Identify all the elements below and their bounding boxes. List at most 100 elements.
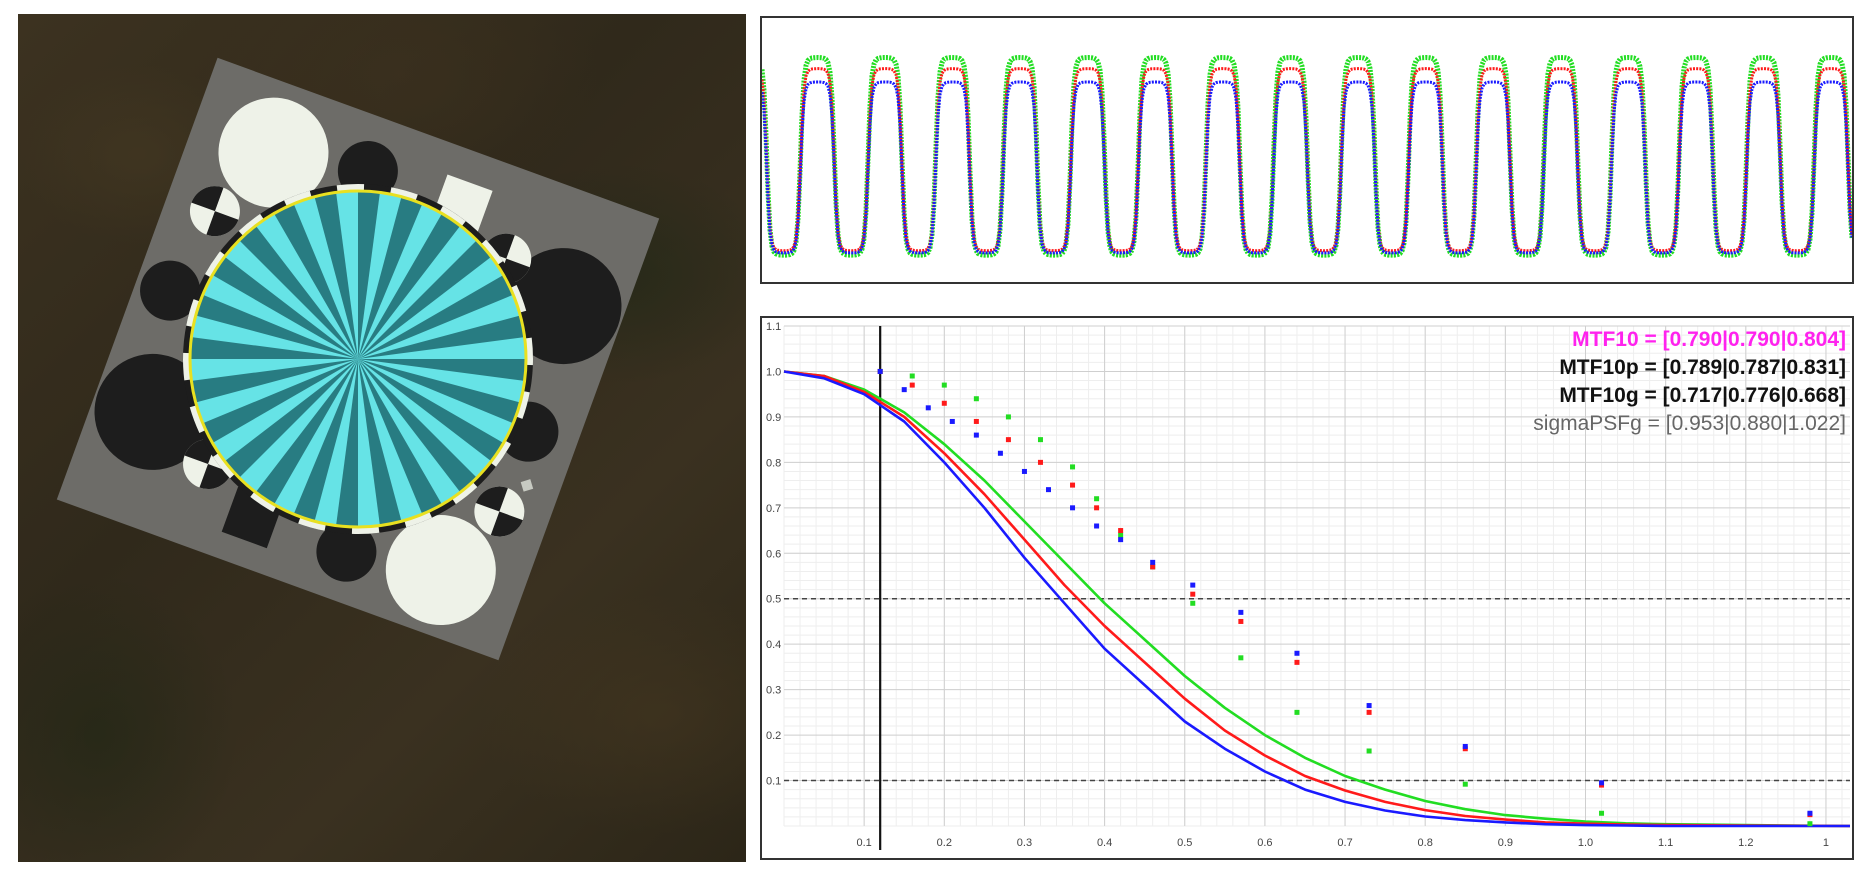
annotation-sigma-label: sigmaPSFg = [1533, 412, 1665, 435]
y-tick-label: 0.7 [766, 503, 781, 515]
siemens-star-spoke [358, 191, 380, 359]
siemens-star-spoke [358, 196, 423, 359]
annotation-mtf10g: MTF10g = [0.717|0.776|0.668] [1559, 384, 1846, 407]
y-tick-label: 0.2 [766, 730, 781, 742]
target-logo [520, 479, 534, 492]
mtf-point-red [1070, 482, 1076, 488]
mtf-point-red [1190, 591, 1196, 597]
mtf-chart: 0.1 0.2 0.3 0.4 0.5 0.6 0.7 0.8 0.9 1.0 1.1 1.2 1 0.… [766, 321, 1851, 850]
aerial-target-photo [18, 14, 746, 862]
x-tick-label: 1 [1823, 837, 1829, 849]
mtf-y-ticks: 0.1 0.2 0.3 0.4 0.5 0.6 0.7 0.8 0.9 1.0 1.1 [766, 321, 781, 788]
siemens-star [188, 189, 528, 529]
annotation-mtf10: MTF10 = [0.790|0.790|0.804] [1572, 328, 1846, 351]
siemens-star-spoke [224, 359, 358, 478]
y-tick-label: 0.3 [766, 685, 781, 697]
mtf-point-blue [877, 368, 883, 374]
mtf-point-green [1462, 781, 1468, 787]
mtf-point-green [941, 382, 947, 388]
mtf-point-green [1005, 414, 1011, 420]
mtf-point-red [1238, 618, 1244, 624]
x-tick-label: 0.6 [1257, 837, 1272, 849]
mtf-curve-green [783, 370, 1851, 828]
mtf-point-blue [925, 405, 931, 411]
mtf-point-blue [1190, 582, 1196, 588]
mtf-point-blue [1045, 487, 1051, 493]
annotation-mtf10-values: [0.790|0.790|0.804] [1663, 328, 1846, 351]
mtf-point-blue [1807, 810, 1813, 816]
mtf-point-blue [1094, 523, 1100, 529]
mtf-annotations: MTF10 = [0.790|0.790|0.804] MTF10p = [0.… [1533, 328, 1846, 435]
mtf-point-blue [901, 387, 907, 393]
siemens-star-spoke [255, 359, 358, 505]
mtf-x-ticks: 0.1 0.2 0.3 0.4 0.5 0.6 0.7 0.8 0.9 1.0 1.1 1.2 1 [857, 837, 1830, 849]
mtf-point-red [941, 400, 947, 406]
siemens-star-spoke [212, 256, 358, 359]
annotation-mtf10g-values: [0.717|0.776|0.668] [1663, 384, 1846, 407]
mtf-point-blue [1021, 468, 1027, 474]
mtf-point-red [973, 418, 979, 424]
mtf-point-red [909, 382, 915, 388]
mtf-point-red [1094, 505, 1100, 511]
mtf-point-green [1037, 437, 1043, 443]
siemens-star-spoke [358, 315, 525, 359]
annotation-mtf10p-label: MTF10p = [1559, 356, 1662, 379]
mtf-point-green [973, 396, 979, 402]
siemens-star-spoke [293, 359, 358, 522]
y-tick-label: 0.6 [766, 548, 781, 560]
x-tick-label: 1.1 [1658, 837, 1673, 849]
mtf-point-green [1599, 810, 1605, 816]
x-tick-label: 1.0 [1578, 837, 1593, 849]
analysis-circle [188, 189, 528, 529]
mtf-point-blue [1294, 650, 1300, 656]
x-tick-label: 1.2 [1738, 837, 1753, 849]
siemens-star-spoke [336, 359, 358, 527]
waveform-series-green [762, 54, 1852, 258]
x-tick-label: 0.5 [1177, 837, 1192, 849]
mtf-point-green [1294, 709, 1300, 715]
mtf-point-red [1366, 709, 1372, 715]
checker-marker-quadrant [475, 486, 508, 512]
siemens-star-spoke [191, 359, 358, 403]
annotation-sigma-values: [0.953|0.880|1.022] [1666, 412, 1846, 435]
resolution-target-graphic [56, 57, 660, 661]
y-tick-label: 0.5 [766, 594, 781, 606]
dark-disc-mid-left [140, 260, 201, 321]
mtf-point-green [1190, 600, 1196, 606]
mtf-point-blue [1599, 780, 1605, 786]
siemens-star-spoke [358, 359, 402, 526]
y-tick-label: 0.4 [766, 639, 781, 651]
checker-marker-quadrant [191, 186, 224, 212]
x-tick-label: 0.4 [1097, 837, 1112, 849]
x-tick-label: 0.7 [1337, 837, 1352, 849]
mtf-point-blue [1462, 743, 1468, 749]
mtf-point-blue [997, 450, 1003, 456]
siemens-star-spoke [358, 359, 521, 424]
mtf-chart-panel: 0.1 0.2 0.3 0.4 0.5 0.6 0.7 0.8 0.9 1.0 1.1 1.2 1 0.… [760, 316, 1854, 860]
x-tick-label: 0.3 [1017, 837, 1032, 849]
annotation-mtf10p: MTF10p = [0.789|0.787|0.831] [1559, 356, 1846, 379]
siemens-star-spoke [358, 213, 461, 359]
siemens-star-spoke [195, 294, 358, 359]
mtf-point-blue [1238, 609, 1244, 615]
white-disc-bottom-right [385, 515, 496, 626]
siemens-star-spoke [239, 225, 358, 359]
siemens-star-spoke [358, 240, 492, 359]
mtf-point-red [1294, 659, 1300, 665]
siemens-star-spoke [358, 359, 526, 381]
siemens-star-spoke [314, 192, 358, 359]
mtf-points [877, 368, 1813, 827]
checker-marker [474, 486, 525, 537]
mtf-point-red [1005, 437, 1011, 443]
intensity-profile-chart [762, 54, 1852, 258]
siemens-star-spoke [358, 359, 477, 493]
mtf-point-blue [1366, 703, 1372, 709]
siemens-star-spoke [358, 275, 514, 359]
siemens-star-spoke [358, 359, 504, 462]
mtf-point-blue [949, 418, 955, 424]
mtf-point-red [1037, 459, 1043, 465]
mtf-point-blue [1070, 505, 1076, 511]
x-tick-label: 0.1 [857, 837, 872, 849]
siemens-star-spoke [202, 359, 358, 443]
mtf-point-green [909, 373, 915, 379]
